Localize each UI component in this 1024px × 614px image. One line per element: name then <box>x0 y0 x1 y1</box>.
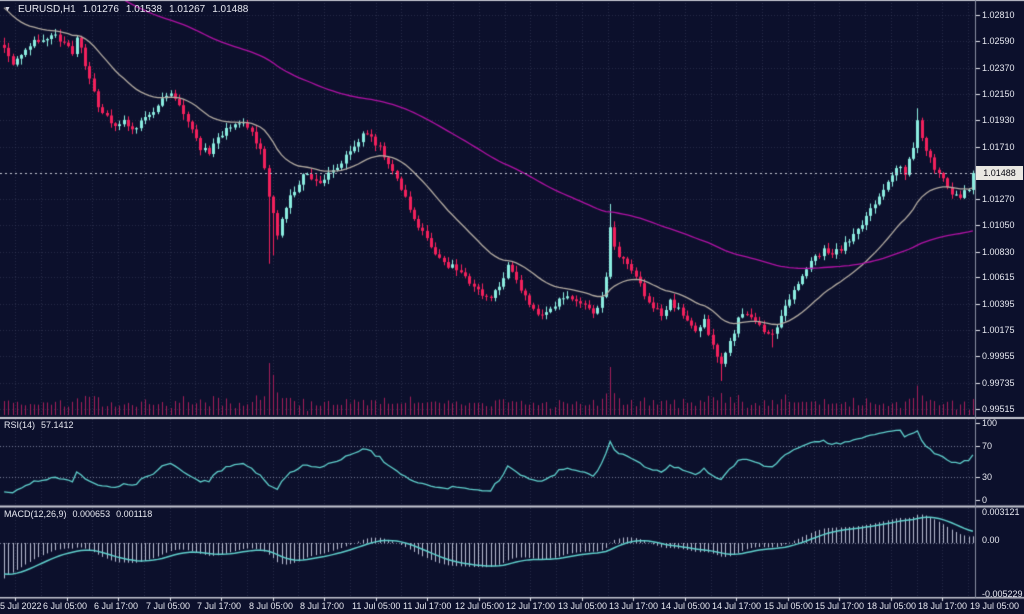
low-value: 1.01267 <box>169 4 206 15</box>
time-axis-label: 12 Jul 17:00 <box>506 601 556 611</box>
time-axis-label: 6 Jul 05:00 <box>43 601 88 611</box>
time-axis-label: 7 Jul 05:00 <box>146 601 191 611</box>
time-axis-label: 8 Jul 05:00 <box>249 601 294 611</box>
time-axis-label: 15 Jul 17:00 <box>815 601 865 611</box>
time-axis-label: 13 Jul 17:00 <box>609 601 659 611</box>
symbol-title-bar: ▼ EURUSD,H1 1.01276 1.01538 1.01267 1.01… <box>4 4 248 15</box>
symbol-marker-icon[interactable]: ▼ <box>4 6 11 13</box>
time-axis[interactable]: 5 Jul 2022 6 Jul 05:00 6 Jul 17:00 7 Jul 05… <box>0 600 1024 614</box>
time-axis-label: 14 Jul 05:00 <box>661 601 711 611</box>
time-axis-label: 5 Jul 2022 <box>0 601 42 611</box>
price-axis-label: 1.02150 <box>982 89 1015 99</box>
price-axis-label: 1.00395 <box>982 299 1015 309</box>
macd-axis[interactable]: 0.003121 0.00 -0.005229 <box>981 0 1024 614</box>
open-value: 1.01276 <box>82 4 119 15</box>
time-axis-label: 12 Jul 05:00 <box>455 601 505 611</box>
price-axis-label: 1.01930 <box>982 115 1015 125</box>
rsi-indicator-name: RSI(14) <box>4 420 36 430</box>
price-axis-label: 1.00615 <box>982 272 1015 282</box>
macd-axis-label: 0.003121 <box>982 507 1020 517</box>
rsi-indicator-value: 57.1412 <box>41 420 74 430</box>
symbol-label: EURUSD,H1 <box>17 4 76 15</box>
price-axis-label: 1.02370 <box>982 63 1015 73</box>
rsi-axis-label: 0 <box>982 495 988 505</box>
high-value: 1.01538 <box>125 4 163 15</box>
rsi-axis-label: 30 <box>982 472 993 482</box>
price-axis-label: 1.01050 <box>982 220 1015 230</box>
current-price-tag: 1.01488 <box>976 166 1023 180</box>
price-axis-label: 0.99515 <box>982 404 1015 414</box>
price-axis-label: 1.00175 <box>982 325 1015 335</box>
time-axis-label: 15 Jul 05:00 <box>764 601 814 611</box>
price-axis[interactable]: 1.02810 1.02590 1.02370 1.02150 1.01930 1.017… <box>981 0 1024 614</box>
macd-indicator-value: 0.000653 <box>72 509 111 519</box>
macd-axis-label: -0.005229 <box>982 589 1023 599</box>
macd-signal-value: 0.001118 <box>116 509 153 519</box>
time-axis-label: 13 Jul 05:00 <box>558 601 608 611</box>
close-value: 1.01488 <box>212 4 249 15</box>
price-axis-label: 1.01270 <box>982 194 1015 204</box>
price-axis-label: 1.01710 <box>982 142 1015 152</box>
time-axis-label: 6 Jul 17:00 <box>94 601 139 611</box>
time-axis-label: 14 Jul 17:00 <box>712 601 762 611</box>
macd-pane-label: MACD(12,26,9) 0.000653 0.001118 <box>4 509 152 520</box>
rsi-pane-label: RSI(14) 57.1412 <box>4 420 74 431</box>
time-axis-label: 18 Jul 17:00 <box>918 601 968 611</box>
time-axis-label: 19 Jul 05:00 <box>970 601 1020 611</box>
price-axis-label: 1.00830 <box>982 247 1015 257</box>
time-axis-label: 11 Jul 17:00 <box>403 601 452 611</box>
time-axis-label: 7 Jul 17:00 <box>197 601 242 611</box>
rsi-axis-label: 70 <box>982 441 993 451</box>
time-axis-label: 18 Jul 05:00 <box>867 601 917 611</box>
price-axis-label: 1.02810 <box>982 10 1015 20</box>
price-axis-label: 0.99735 <box>982 378 1015 388</box>
time-axis-label: 11 Jul 05:00 <box>352 601 401 611</box>
macd-indicator-name: MACD(12,26,9) <box>4 509 67 519</box>
macd-axis-label: 0.00 <box>982 535 1000 545</box>
price-axis-label: 1.02590 <box>982 36 1015 46</box>
rsi-axis-label: 100 <box>982 418 998 428</box>
price-axis-label: 0.99955 <box>982 351 1015 361</box>
time-axis-label: 8 Jul 17:00 <box>300 601 345 611</box>
rsi-axis[interactable]: 100 70 30 0 <box>981 0 1024 614</box>
